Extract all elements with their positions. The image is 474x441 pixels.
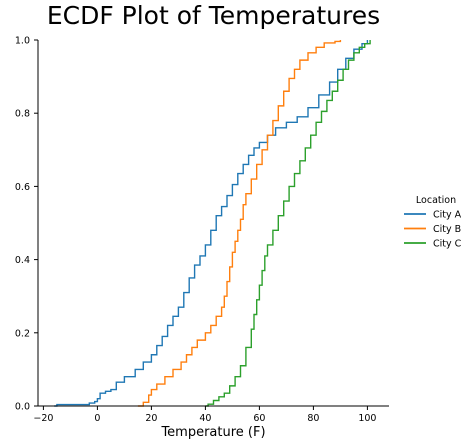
y-tick-label: 1.0 bbox=[15, 36, 30, 47]
x-axis-label: Temperature (F) bbox=[160, 425, 265, 440]
x-tick-label: 100 bbox=[358, 413, 376, 424]
y-tick-label: 0.4 bbox=[15, 255, 30, 266]
legend-label: City B bbox=[433, 224, 461, 235]
x-tick-label: 60 bbox=[253, 413, 265, 424]
x-tick-label: −20 bbox=[33, 413, 53, 424]
y-tick-label: 0.6 bbox=[15, 182, 30, 193]
y-tick-label: 0.0 bbox=[15, 402, 30, 413]
y-tick-label: 0.8 bbox=[15, 109, 30, 120]
legend: Location City A City B City C bbox=[404, 195, 462, 250]
x-tick-label: 0 bbox=[94, 413, 100, 424]
x-tick-label: 80 bbox=[307, 413, 319, 424]
series-line-city-a bbox=[54, 40, 369, 407]
plot-area bbox=[54, 40, 371, 407]
legend-label: City A bbox=[433, 210, 462, 221]
axes-group: −20 0 20 40 60 80 100 0.0 0.2 0.4 0.6 0.8 1.0 bbox=[15, 36, 389, 424]
x-tick-label: 40 bbox=[199, 413, 211, 424]
chart-title: ECDF Plot of Temperatures bbox=[47, 1, 380, 30]
series-line-city-b bbox=[137, 40, 342, 407]
series-line-city-c bbox=[205, 40, 371, 407]
y-tick-label: 0.2 bbox=[15, 328, 30, 339]
legend-label: City C bbox=[433, 239, 462, 250]
legend-title: Location bbox=[416, 195, 456, 206]
x-tick-label: 20 bbox=[145, 413, 157, 424]
